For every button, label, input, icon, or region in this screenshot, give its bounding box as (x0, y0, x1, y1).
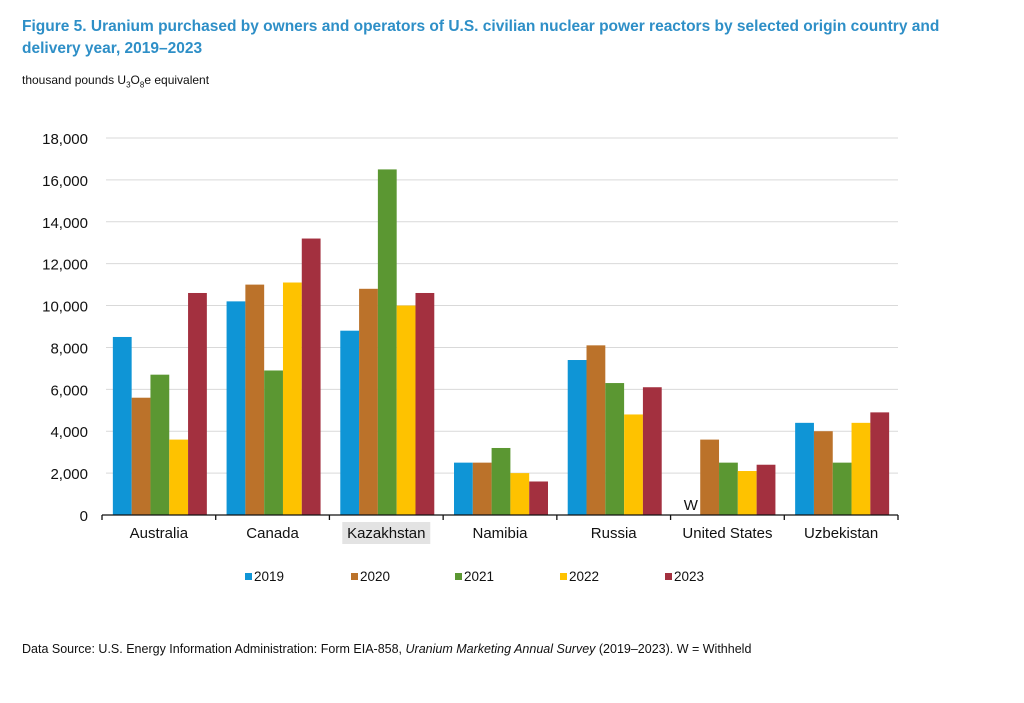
bar-australia-2020 (131, 397, 151, 515)
bar-uzbekistan-2023 (870, 412, 890, 515)
bar-russia-2023 (642, 387, 662, 515)
bar-kazakhstan-2022 (396, 305, 416, 515)
bar-kazakhstan-2019 (340, 330, 360, 515)
bar-namibia-2021 (491, 447, 511, 515)
bar-kazakhstan-2023 (415, 292, 435, 515)
x-tick-label: Canada (246, 525, 299, 542)
x-tick-label: United States (682, 525, 772, 542)
bar-australia-2022 (169, 439, 189, 515)
y-tick-label: 18,000 (42, 131, 88, 148)
bar-canada-2023 (301, 238, 321, 516)
figure-title: Figure 5. Uranium purchased by owners an… (22, 18, 940, 57)
bar-uzbekistan-2021 (832, 462, 852, 515)
x-tick-label: Russia (591, 525, 638, 542)
bar-kazakhstan-2020 (359, 288, 378, 515)
bar-namibia-2019 (454, 462, 473, 515)
data-source-note: Data Source: U.S. Energy Information Adm… (22, 642, 751, 656)
legend-label-2020: 2020 (360, 569, 390, 584)
bar-canada-2021 (264, 370, 283, 515)
bar-australia-2019 (112, 336, 132, 515)
legend-swatch-2019 (245, 573, 252, 580)
bars: W (112, 169, 890, 516)
bar-russia-2019 (567, 360, 587, 515)
units-prefix: thousand pounds U (22, 73, 127, 87)
bar-namibia-2020 (472, 462, 492, 515)
x-tick-label: Uzbekistan (804, 525, 878, 542)
units-label: thousand pounds U3O8e equivalent (22, 73, 209, 89)
bar-namibia-2023 (529, 481, 548, 515)
bar-united-states-2021 (719, 462, 738, 515)
bar-australia-2021 (150, 374, 170, 515)
x-tick-label: Namibia (472, 525, 528, 542)
x-tick-label: Australia (130, 525, 189, 542)
y-tick-label: 4,000 (50, 424, 88, 441)
y-axis-ticks: 0 2,000 4,000 6,000 8,000 10,000 12,000 14,000 1… (42, 131, 88, 525)
legend-swatch-2021 (455, 573, 462, 580)
withheld-annotation: W (684, 497, 699, 514)
y-tick-label: 14,000 (42, 215, 88, 232)
bar-australia-2023 (188, 292, 207, 515)
bar-russia-2021 (605, 383, 625, 515)
source-prefix: Data Source: U.S. Energy Information Adm… (22, 642, 406, 656)
bar-kazakhstan-2021 (377, 169, 397, 515)
x-tick-label: Kazakhstan (347, 525, 425, 542)
units-sub2: 8 (139, 80, 145, 90)
category-highlight (342, 522, 431, 544)
bar-namibia-2022 (510, 473, 530, 515)
legend: 2019 2020 2021 2022 2023 (245, 569, 704, 584)
y-tick-label: 12,000 (42, 257, 88, 274)
bar-uzbekistan-2022 (851, 422, 871, 515)
units-sub1: 3 (126, 80, 131, 90)
legend-label-2021: 2021 (464, 569, 494, 584)
y-tick-label: 6,000 (50, 382, 88, 399)
units-suffix: e equivalent (144, 73, 210, 87)
source-suffix: (2019–2023). W = Withheld (595, 642, 752, 656)
bar-canada-2020 (245, 284, 265, 515)
legend-swatch-2020 (351, 573, 358, 580)
x-axis: Australia Canada Kazakhstan Namibia Russia Un… (101, 514, 899, 544)
bar-russia-2020 (586, 345, 606, 515)
bar-uzbekistan-2019 (795, 422, 814, 515)
bar-united-states-2022 (737, 471, 757, 515)
legend-swatch-2022 (560, 573, 567, 580)
bar-uzbekistan-2020 (813, 431, 833, 515)
bar-canada-2022 (282, 282, 302, 515)
bar-united-states-2023 (756, 464, 776, 515)
gridlines (106, 137, 898, 474)
bar-united-states-2020 (700, 439, 720, 515)
y-tick-label: 8,000 (50, 340, 88, 357)
bar-canada-2019 (226, 301, 246, 515)
y-tick-label: 10,000 (42, 299, 88, 316)
y-tick-label: 2,000 (50, 466, 88, 483)
bar-russia-2022 (624, 414, 643, 515)
legend-swatch-2023 (665, 573, 672, 580)
legend-label-2023: 2023 (674, 569, 704, 584)
y-tick-label: 0 (80, 508, 88, 525)
y-tick-label: 16,000 (42, 173, 88, 190)
source-italic: Uranium Marketing Annual Survey (405, 642, 596, 656)
legend-label-2019: 2019 (254, 569, 284, 584)
units-mid: O (130, 73, 140, 87)
legend-label-2022: 2022 (569, 569, 599, 584)
